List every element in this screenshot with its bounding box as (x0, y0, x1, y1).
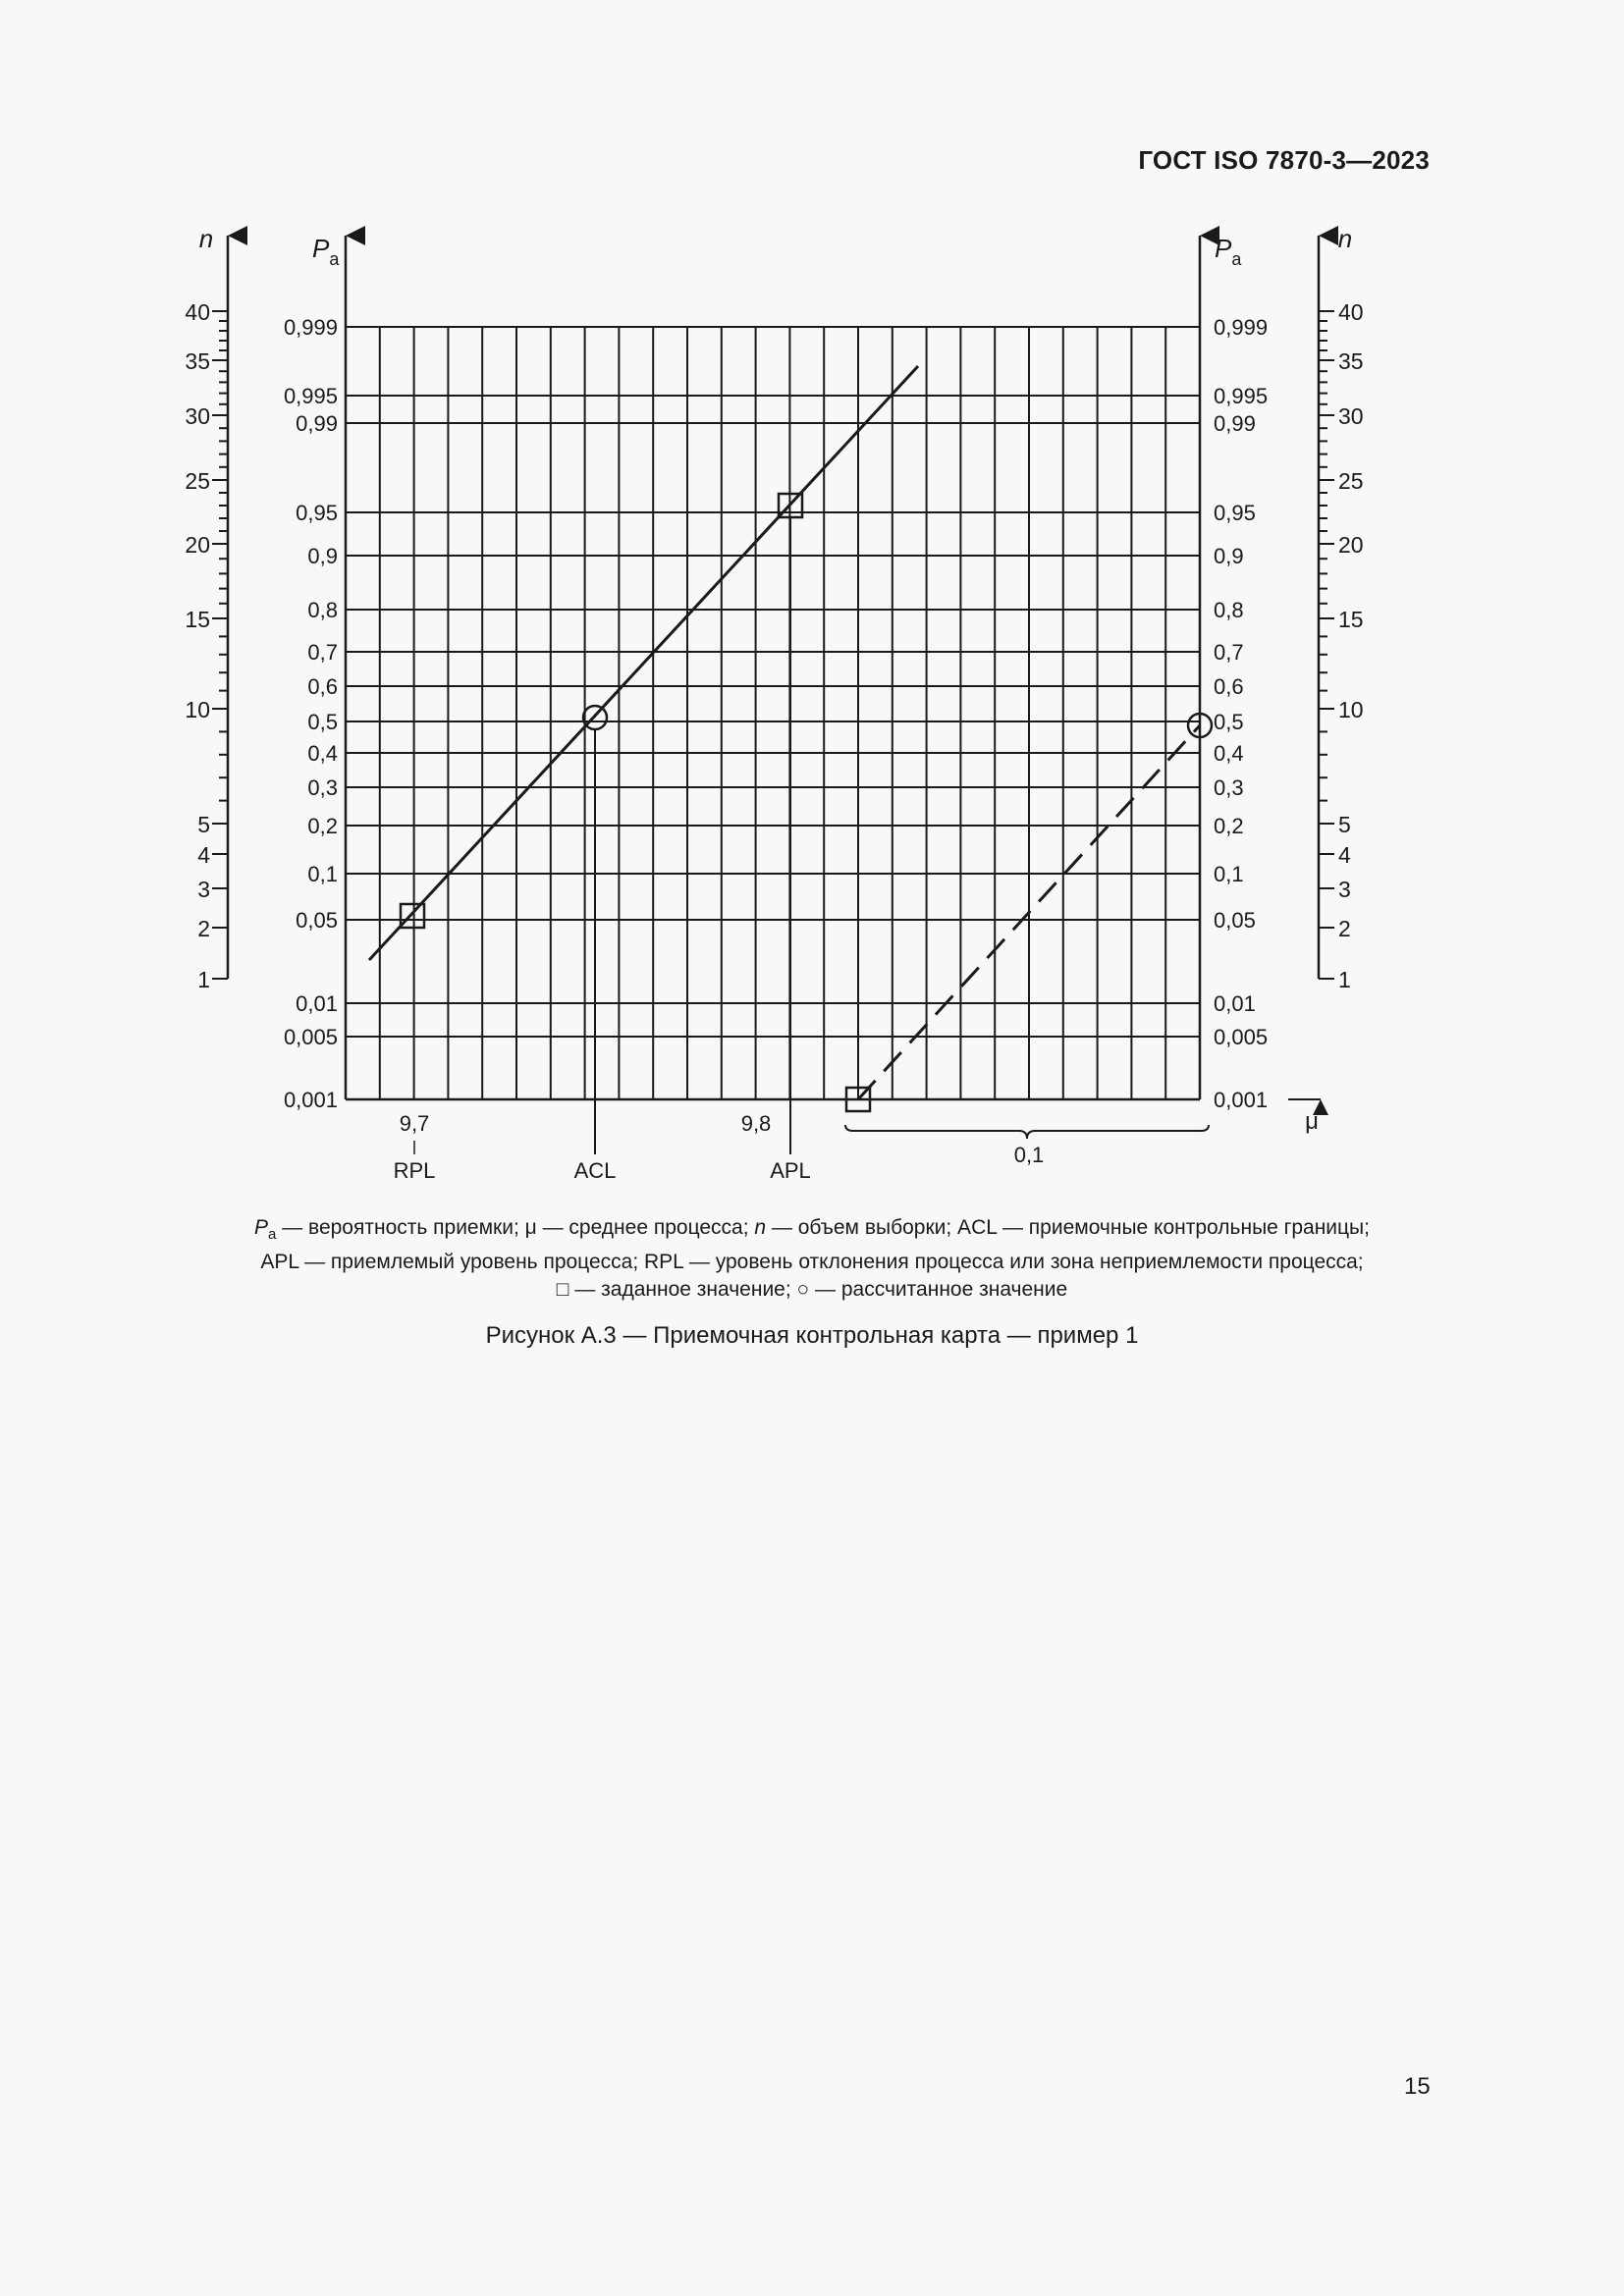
n-tick-label-right: 30 (1338, 403, 1364, 429)
pa-tick-label-right: 0,95 (1214, 501, 1256, 525)
pa-tick-label-right: 0,5 (1214, 710, 1244, 734)
n-tick-label-left: 4 (197, 842, 210, 868)
pa-tick-label-right: 0,8 (1214, 598, 1244, 622)
pa-tick-label-right: 0,3 (1214, 775, 1244, 800)
n-tick-label-right: 35 (1338, 348, 1364, 374)
pa-tick-label-left: 0,9 (307, 544, 338, 568)
n-tick-label-right: 4 (1338, 842, 1351, 868)
pa-tick-label-right: 0,4 (1214, 741, 1244, 766)
n-tick-label-left: 30 (185, 403, 210, 429)
oc-line-solid (367, 364, 920, 962)
pa-tick-label-left: 0,6 (307, 674, 338, 699)
pa-tick-label-right: 0,9 (1214, 544, 1244, 568)
legend-text-1b: — объем выборки; ACL — приемочные контро… (766, 1216, 1370, 1239)
pa-tick-label-right: 0,05 (1214, 908, 1256, 933)
square-marker-icon (399, 902, 426, 930)
pa-tick-label-right: 0,999 (1214, 315, 1268, 340)
pa-tick-label-left: 0,5 (307, 710, 338, 734)
n-tick-label-right: 3 (1338, 877, 1351, 902)
scale-bracket-label: 0,1 (1014, 1143, 1045, 1167)
n-tick-label-left: 40 (185, 299, 210, 325)
legend-line-1: Pa — вероятность приемки; μ — среднее пр… (0, 1214, 1624, 1249)
n-tick-label-left: 35 (185, 348, 210, 374)
pa-tick-label-right: 0,2 (1214, 814, 1244, 838)
pa-tick-label-left: 0,99 (296, 411, 338, 436)
pa-tick-label-right: 0,995 (1214, 384, 1268, 408)
n-symbol: n (754, 1216, 767, 1239)
n-tick-label-left: 5 (197, 812, 210, 837)
pa-tick-label-right: 0,6 (1214, 674, 1244, 699)
sample-size-line-dashed (856, 723, 1202, 1101)
n-axis-title-left: n (199, 224, 213, 253)
n-tick-label-right: 10 (1338, 697, 1364, 722)
pa-tick-label-right: 0,005 (1214, 1025, 1268, 1049)
pa-tick-label-left: 0,999 (284, 315, 338, 340)
pa-tick-label-left: 0,4 (307, 741, 338, 766)
pa-tick-label-left: 0,01 (296, 991, 338, 1016)
x-tick-label: 9,8 (741, 1111, 772, 1136)
n-tick-label-left: 3 (197, 877, 210, 902)
legend-line-2: APL — приемлемый уровень процесса; RPL —… (260, 1251, 1364, 1274)
pa-symbol: P (254, 1216, 269, 1239)
pa-tick-label-right: 0,7 (1214, 640, 1244, 665)
n-tick-label-right: 1 (1338, 967, 1351, 992)
page-number: 15 (1404, 2073, 1431, 2100)
data-series (367, 364, 1214, 1113)
pa-tick-label-right: 0,01 (1214, 991, 1256, 1016)
square-marker-icon (777, 492, 804, 519)
figure-caption: Рисунок А.3 — Приемочная контрольная кар… (485, 1322, 1139, 1349)
n-tick-label-left: 15 (185, 607, 210, 632)
pa-tick-label-right: 0,99 (1214, 411, 1256, 436)
circle-marker-icon (581, 704, 609, 731)
pa-tick-label-left: 0,95 (296, 501, 338, 525)
n-tick-label-right: 2 (1338, 916, 1351, 941)
x-marker-label-apl: APL (770, 1158, 811, 1183)
legend-text-1a: — вероятность приемки; μ — среднее проце… (276, 1216, 755, 1239)
x-tick-label: 9,7 (400, 1111, 430, 1136)
n-tick-label-right: 15 (1338, 607, 1364, 632)
n-tick-label-left: 10 (185, 697, 210, 722)
n-tick-label-left: 20 (185, 532, 210, 558)
pa-tick-label-left: 0,2 (307, 814, 338, 838)
pa-tick-label-left: 0,7 (307, 640, 338, 665)
axes (212, 226, 1338, 1154)
grid (346, 326, 1200, 1100)
n-tick-label-left: 25 (185, 468, 210, 494)
chart-legend: Pa — вероятность приемки; μ — среднее пр… (0, 1214, 1624, 1304)
x-marker-label-acl: ACL (574, 1158, 617, 1183)
square-marker-icon (844, 1086, 872, 1113)
pa-tick-label-left: 0,005 (284, 1025, 338, 1049)
n-tick-label-right: 40 (1338, 299, 1364, 325)
n-tick-label-right: 20 (1338, 532, 1364, 558)
pa-axis-title-right: Pa (1215, 234, 1242, 269)
n-tick-label-right: 5 (1338, 812, 1351, 837)
pa-subscript: a (268, 1226, 277, 1244)
circle-marker-icon (1186, 712, 1214, 739)
pa-tick-label-right: 0,1 (1214, 862, 1244, 886)
mu-axis-label: μ (1305, 1108, 1319, 1135)
n-tick-label-left: 2 (197, 916, 210, 941)
pa-tick-label-left: 0,05 (296, 908, 338, 933)
n-tick-label-left: 1 (197, 967, 210, 992)
pa-tick-label-right: 0,001 (1214, 1088, 1268, 1112)
pa-tick-label-left: 0,001 (284, 1088, 338, 1112)
x-marker-label-rpl: RPL (394, 1158, 436, 1183)
pa-tick-label-left: 0,995 (284, 384, 338, 408)
pa-tick-label-left: 0,1 (307, 862, 338, 886)
pa-tick-label-left: 0,8 (307, 598, 338, 622)
scale-bracket (844, 1124, 1210, 1140)
n-tick-label-right: 25 (1338, 468, 1364, 494)
document-header: ГОСТ ISO 7870-3—2023 (1138, 145, 1430, 175)
legend-line-3: □ — заданное значение; ○ — рассчитанное … (556, 1278, 1068, 1302)
n-axis-title-right: n (1338, 224, 1352, 253)
pa-tick-label-left: 0,3 (307, 775, 338, 800)
pa-axis-title-left: Pa (312, 234, 340, 269)
